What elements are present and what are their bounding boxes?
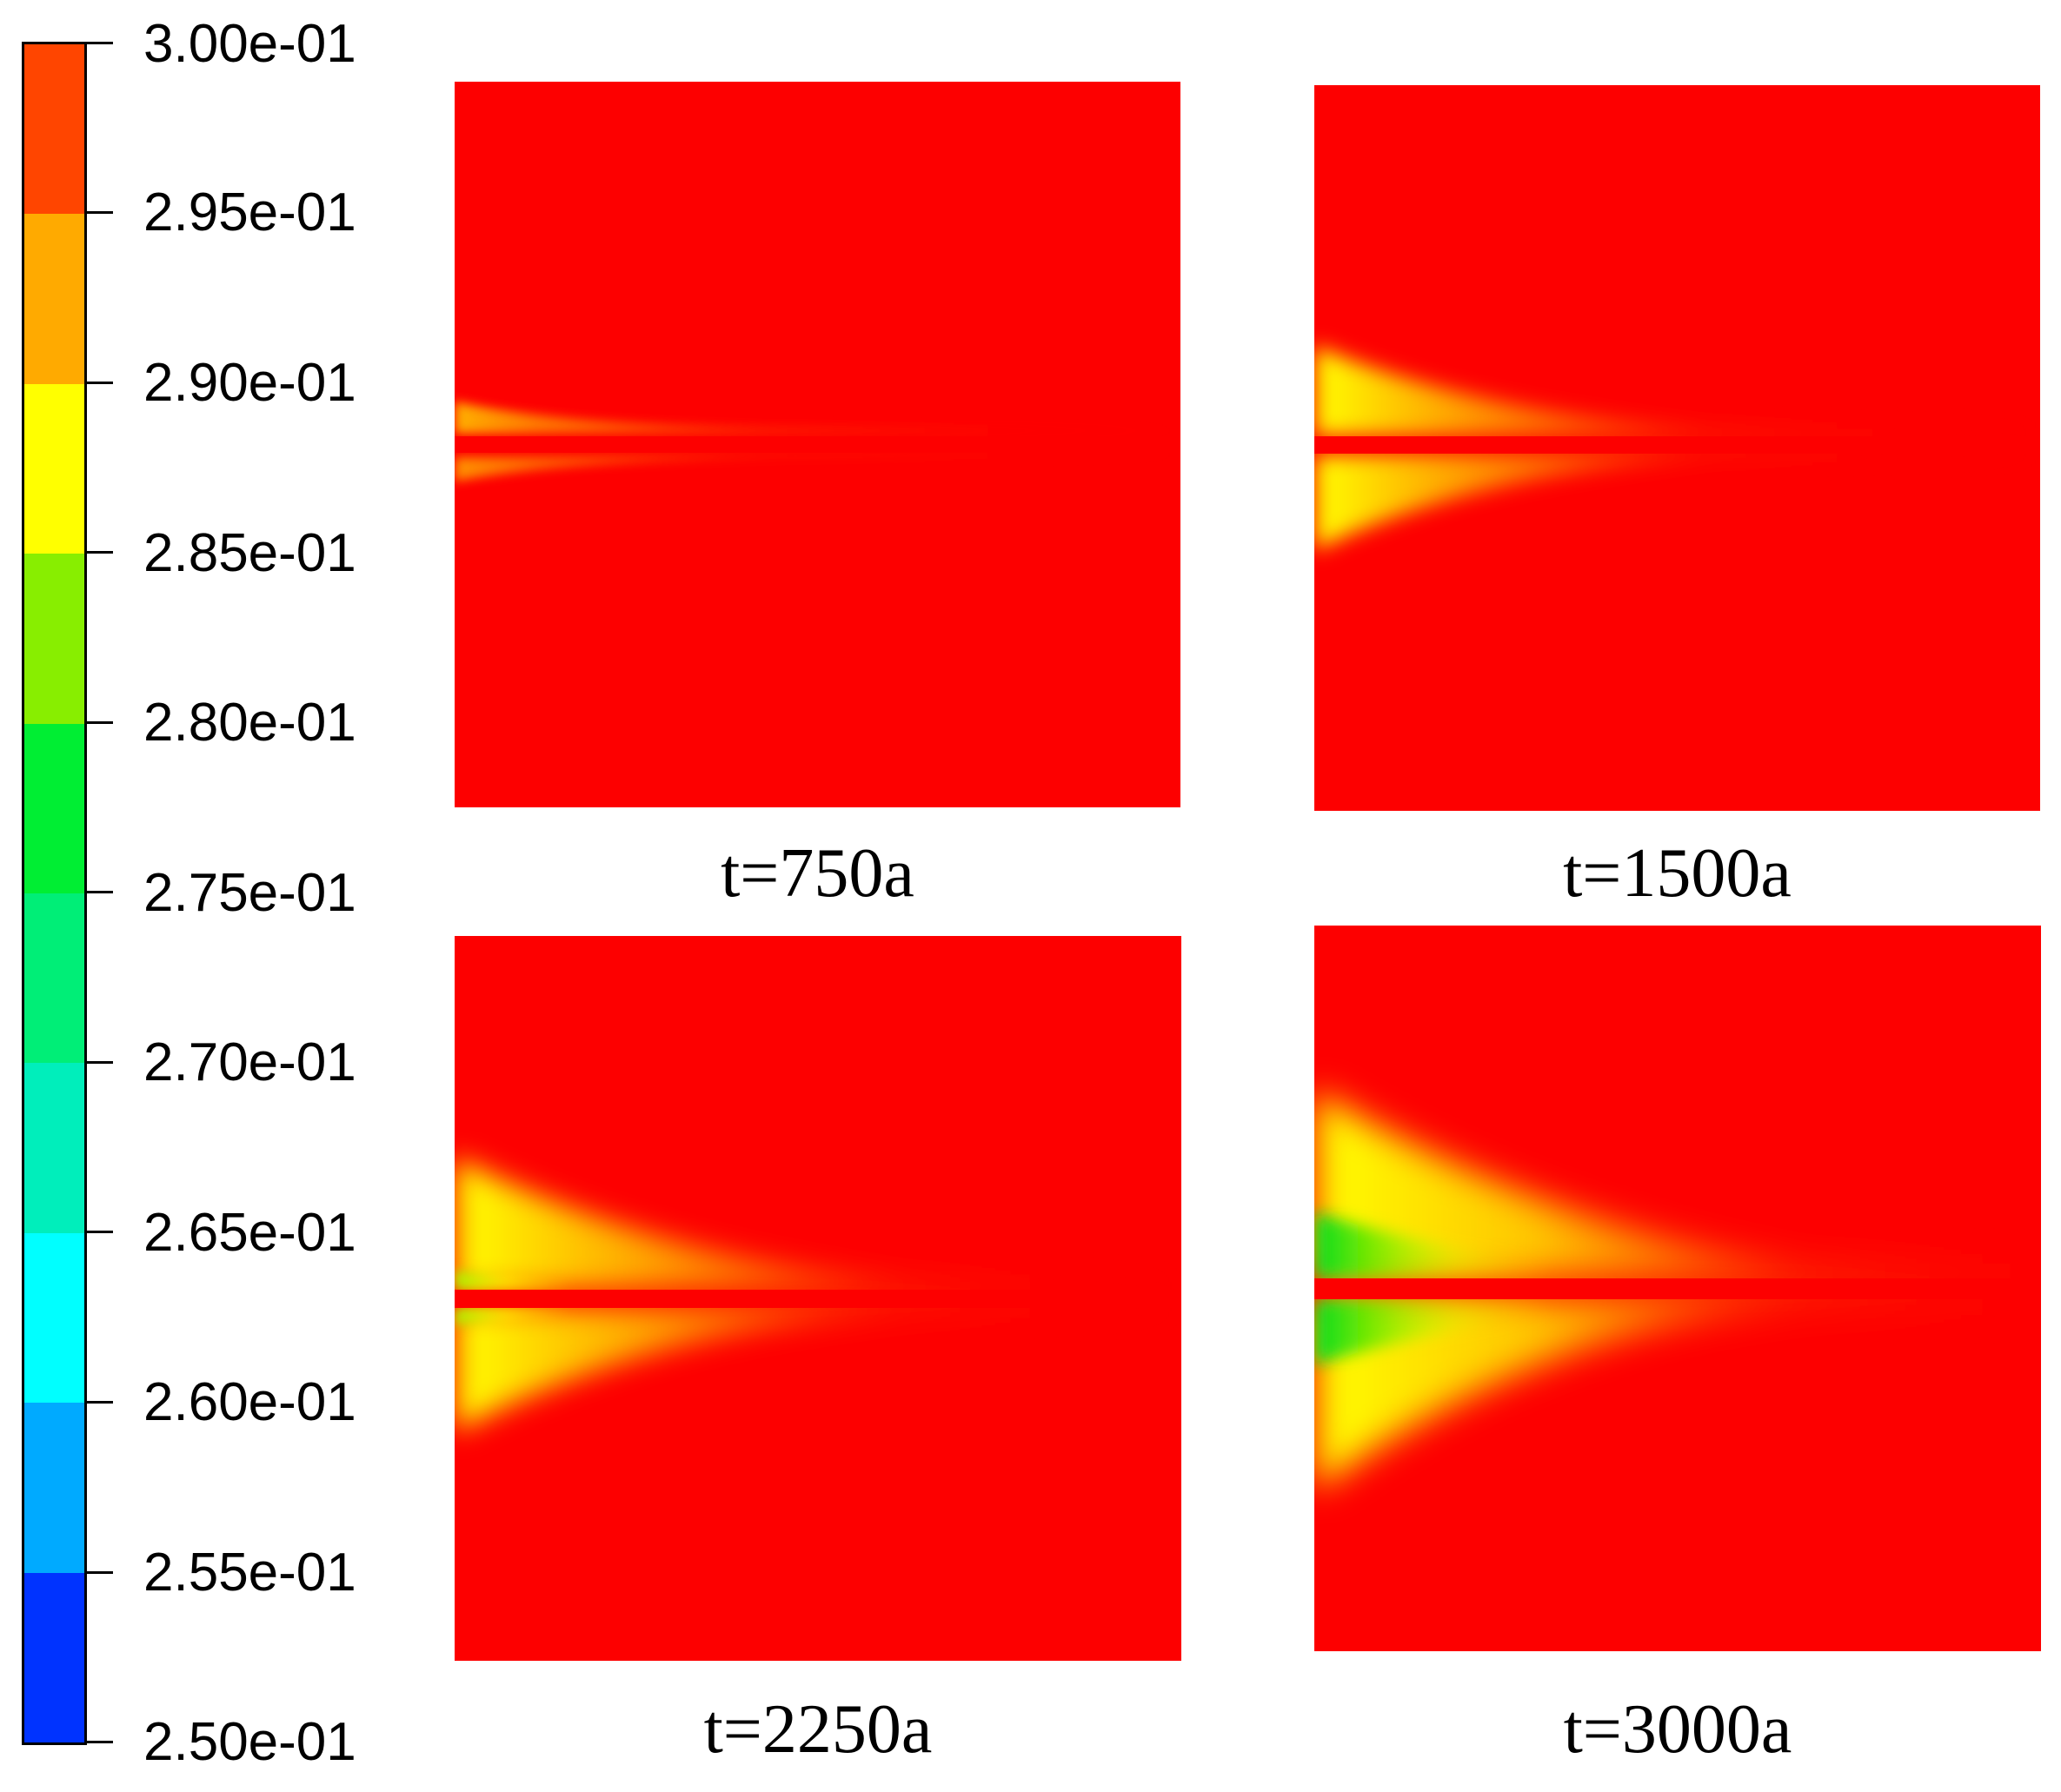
legend-tick-label: 2.65e-01 — [143, 1203, 356, 1263]
legend-tick — [87, 1401, 113, 1404]
legend-tick-label: 2.75e-01 — [143, 863, 356, 923]
legend-color-band — [24, 1403, 84, 1573]
contour-panel-t2250 — [455, 936, 1181, 1661]
panel-caption-t2250: t=2250a — [703, 1691, 933, 1768]
legend-color-band — [24, 383, 84, 554]
legend-tick-label: 2.95e-01 — [143, 183, 356, 242]
legend-tick — [87, 1741, 113, 1743]
panel-caption-t750: t=750a — [721, 835, 914, 912]
legend-tick-label: 2.55e-01 — [143, 1543, 356, 1603]
legend-color-band — [24, 893, 84, 1064]
panel-caption-t3000: t=3000a — [1563, 1691, 1792, 1768]
legend-tick-label: 2.90e-01 — [143, 353, 356, 413]
legend-color-band — [24, 44, 84, 215]
color-legend-bar — [22, 42, 87, 1745]
panel-caption-t1500: t=1500a — [1563, 835, 1792, 912]
legend-color-band — [24, 1232, 84, 1404]
legend-color-band — [24, 723, 84, 894]
contour-panel-t1500 — [1314, 85, 2040, 811]
legend-tick — [87, 721, 113, 724]
legend-tick-label: 2.80e-01 — [143, 693, 356, 753]
legend-tick — [87, 211, 113, 214]
legend-color-band — [24, 554, 84, 724]
legend-color-band — [24, 1063, 84, 1233]
legend-color-band — [24, 1572, 84, 1743]
legend-tick-label: 2.85e-01 — [143, 523, 356, 583]
legend-tick — [87, 1061, 113, 1064]
legend-tick-label: 2.60e-01 — [143, 1372, 356, 1432]
legend-color-band — [24, 214, 84, 384]
legend-tick-label: 2.50e-01 — [143, 1712, 356, 1772]
contour-panel-t3000 — [1314, 926, 2041, 1651]
legend-tick — [87, 1571, 113, 1574]
legend-tick — [87, 891, 113, 893]
contour-panel-t750 — [455, 82, 1180, 807]
legend-tick — [87, 551, 113, 554]
legend-tick — [87, 42, 113, 44]
legend-tick — [87, 1231, 113, 1233]
legend-tick-label: 3.00e-01 — [143, 14, 356, 74]
legend-tick-label: 2.70e-01 — [143, 1032, 356, 1092]
legend-tick — [87, 382, 113, 384]
